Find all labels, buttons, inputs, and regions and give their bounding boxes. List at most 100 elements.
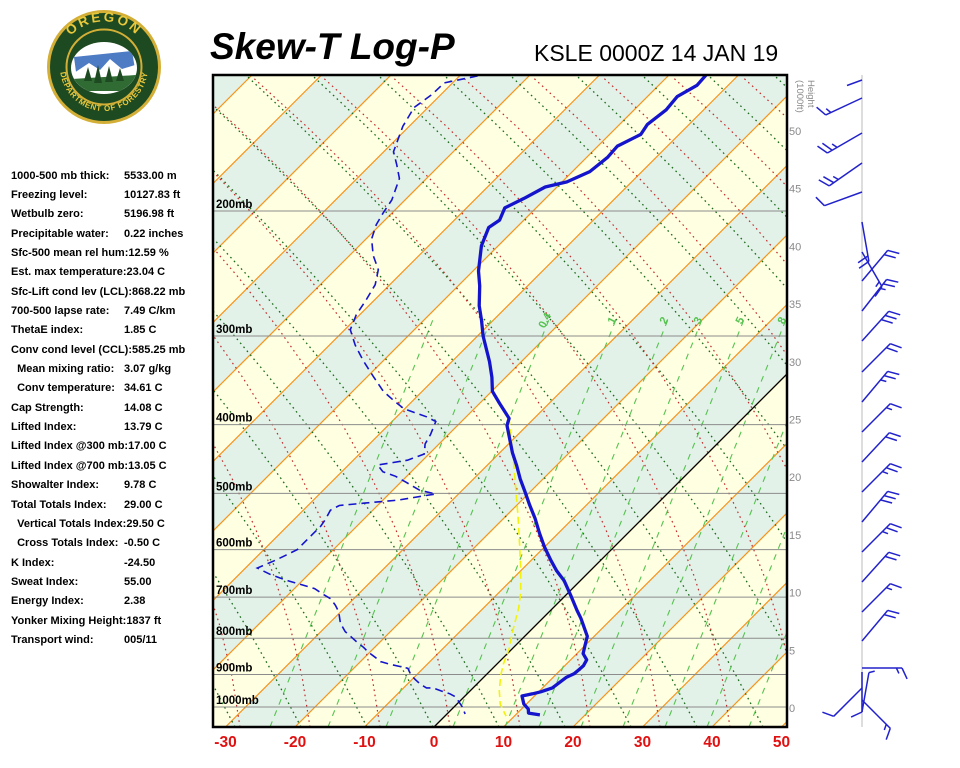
pressure-label: 300mb	[216, 324, 252, 336]
wind-barb	[818, 162, 863, 187]
stat-row: Lifted Index @300 mb: 17.00 C	[11, 437, 211, 456]
mixing-ratio-line	[269, 317, 435, 727]
stat-value: 868.22 mb	[132, 285, 186, 298]
isotherm-line	[213, 75, 739, 602]
stat-label: Lifted Index @700 mb:	[11, 459, 129, 472]
height-label: 0	[789, 703, 795, 715]
pressure-label: 900mb	[216, 663, 252, 675]
axis-label: 10	[495, 734, 512, 751]
height-label: 25	[789, 415, 801, 427]
stat-label: 700-500 lapse rate:	[11, 305, 110, 318]
stat-row: Est. max temperature: 23.04 C	[11, 263, 211, 282]
stat-value: 9.78 C	[124, 479, 157, 492]
stat-label: Precipitable water:	[11, 227, 109, 240]
stat-row: Cap Strength: 14.08 C	[11, 398, 211, 417]
height-label: 50	[789, 126, 801, 138]
isotherm-line	[213, 75, 392, 254]
axis-label: -20	[284, 734, 306, 751]
height-label: 40	[789, 241, 801, 253]
wind-barb	[846, 79, 863, 87]
station-date-line: KSLE 0000Z 14 JAN 19	[534, 40, 779, 66]
stat-row: Sfc-500 mean rel hum: 12.59 %	[11, 243, 211, 262]
wind-barb	[822, 687, 863, 718]
isotherm-line	[0, 75, 183, 727]
stat-value: -24.50	[124, 556, 156, 569]
page-title: Skew-T Log-P	[210, 26, 455, 67]
stat-value: 3.07 g/kg	[124, 363, 172, 376]
pressure-label: 200mb	[216, 199, 252, 211]
wind-barb	[861, 310, 901, 342]
stat-value: 005/11	[124, 633, 158, 646]
stat-value: 5196.98 ft	[124, 208, 175, 221]
zero-isotherm	[433, 373, 787, 727]
stat-row: Lifted Index: 13.79 C	[11, 417, 211, 436]
stat-row: Energy Index: 2.38	[11, 592, 211, 611]
isotherm-line	[642, 581, 787, 727]
mixing-ratio-label: 8	[776, 315, 789, 326]
mixing-ratio-line	[504, 317, 670, 727]
stat-row: Yonker Mixing Height: 1837 ft	[11, 611, 211, 630]
zero-isotherm-line	[433, 373, 787, 727]
moist-adiabat	[321, 76, 731, 727]
stat-row: 1000-500 mb thick: 5533.00 m	[11, 166, 211, 185]
stat-row: Freezing level: 10127.83 ft	[11, 185, 211, 204]
pressure-label: 1000mb	[216, 695, 259, 707]
axis-label: -30	[214, 734, 236, 751]
temperature-axis-labels: -30 -20 -10 0 10 20 30 40 50	[214, 734, 790, 751]
wind-barb	[861, 370, 900, 403]
stat-row: Showalter Index: 9.78 C	[11, 476, 211, 495]
stat-row: Mean mixing ratio: 3.07 g/kg	[11, 359, 211, 378]
height-label: 10	[789, 588, 801, 600]
isotherm-line	[213, 75, 461, 324]
dry-adiabat	[775, 76, 787, 89]
stat-label: Sweat Index:	[11, 575, 79, 588]
stat-value: 2.38	[124, 595, 146, 608]
stat-row: Transport wind: 005/11	[11, 630, 211, 649]
stat-row: Precipitable water: 0.22 inches	[11, 224, 211, 243]
moist-adiabat	[213, 602, 241, 727]
wind-barb	[861, 582, 902, 613]
axis-label: 0	[430, 734, 439, 751]
stat-row: K Index: -24.50	[11, 553, 211, 572]
dewpoint-trace	[255, 75, 478, 715]
stat-label: Sfc-500 mean rel hum:	[11, 247, 129, 260]
isotherm-line	[503, 442, 787, 727]
stat-label: ThetaE index:	[11, 324, 84, 337]
wind-barb	[861, 402, 902, 433]
mixing-ratio-line	[664, 420, 787, 727]
wind-barb	[817, 132, 863, 154]
pressure-lines: 200mb 300mb 400mb 500mb 600mb 700mb 800mb 900mb…	[213, 199, 787, 708]
height-label: 30	[789, 357, 801, 369]
stat-label: Cross Totals Index:	[11, 537, 119, 550]
stat-label: Transport wind:	[11, 633, 94, 646]
plot-frame	[211, 73, 789, 729]
pressure-label: 800mb	[216, 626, 252, 638]
stat-value: 13.05 C	[128, 459, 167, 472]
stat-value: 1.85 C	[124, 324, 157, 337]
stat-row: Cross Totals Index: -0.50 C	[11, 534, 211, 553]
pressure-label: 600mb	[216, 538, 252, 550]
stat-value: 55.00	[124, 575, 152, 588]
wind-barb	[861, 522, 902, 553]
stat-label: Cap Strength:	[11, 401, 84, 414]
stat-label: Total Totals Index:	[11, 498, 107, 511]
stat-label: Mean mixing ratio:	[11, 363, 115, 376]
stat-label: Conv cond level (CCL):	[11, 343, 133, 356]
stat-label: Conv temperature:	[11, 382, 115, 395]
height-scale: 0 5 10 15 20 25 30 35 40 45 50 Height(1000ft)	[789, 80, 816, 715]
stat-label: Lifted Index @300 mb:	[11, 440, 129, 453]
mixing-ratio-label: 5	[734, 315, 747, 326]
stat-value: 29.00 C	[124, 498, 163, 511]
mixing-ratio-line	[385, 317, 551, 727]
mixing-ratio-label: 2	[658, 315, 671, 326]
stat-value: -0.50 C	[124, 537, 161, 550]
height-label: 35	[789, 299, 801, 311]
axis-label: 40	[703, 734, 720, 751]
sounding-profiles	[255, 75, 709, 717]
wind-barb	[850, 672, 863, 718]
wind-barb	[861, 699, 892, 740]
stat-label: Yonker Mixing Height:	[11, 614, 127, 627]
pressure-label: 400mb	[216, 413, 252, 425]
stat-label: Wetbulb zero:	[11, 208, 84, 221]
moist-adiabat	[213, 104, 591, 727]
